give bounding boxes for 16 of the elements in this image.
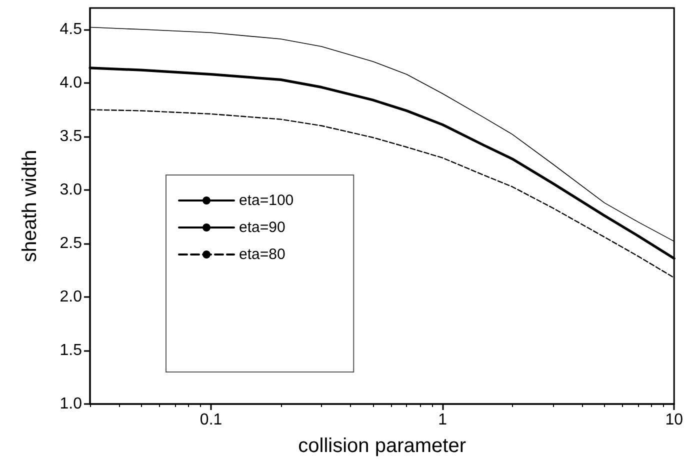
- y-tick-label: 4.5: [60, 20, 82, 38]
- legend-label: eta=90: [239, 219, 286, 236]
- y-tick-label: 3.0: [60, 181, 82, 198]
- y-axis-title: sheath width: [19, 150, 41, 262]
- y-tick-label: 2.0: [60, 288, 82, 306]
- y-tick-label: 3.5: [60, 128, 82, 145]
- legend-label: eta=80: [239, 246, 286, 263]
- y-tick-label: 2.5: [60, 234, 82, 252]
- x-tick-label: 1: [438, 412, 448, 428]
- y-tick-label: 4.0: [60, 74, 82, 92]
- x-tick-label: 10: [665, 412, 684, 428]
- y-tick-label: 1.5: [60, 342, 82, 359]
- y-tick-label: 1.0: [60, 396, 82, 412]
- x-tick-label: 0.1: [200, 412, 222, 428]
- x-axis-title: collision parameter: [298, 435, 466, 457]
- legend-label: eta=100: [239, 192, 294, 209]
